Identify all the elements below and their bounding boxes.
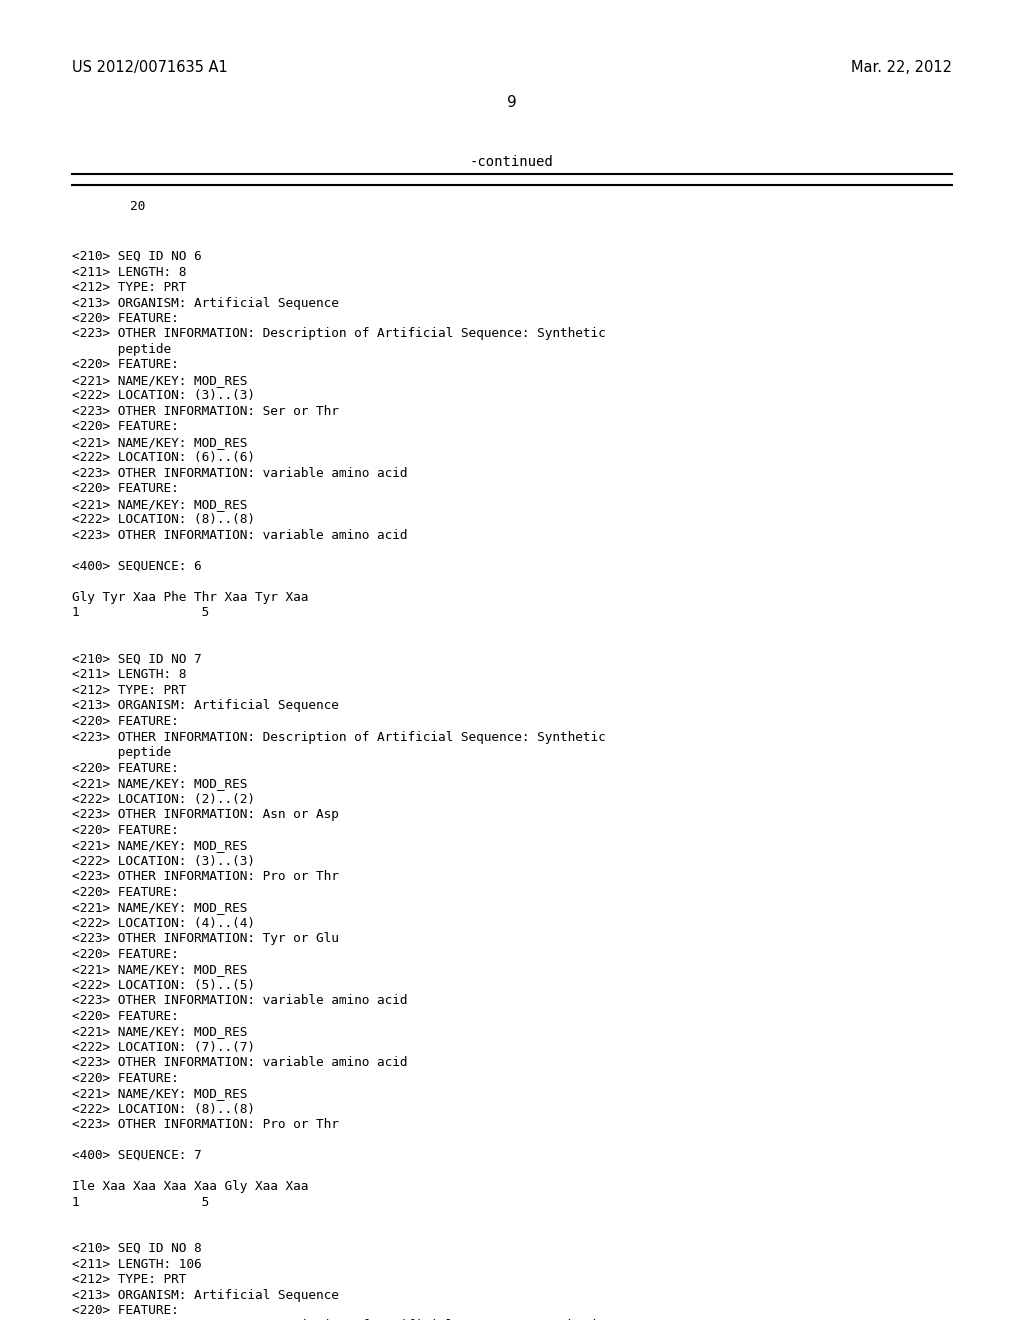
Text: <213> ORGANISM: Artificial Sequence: <213> ORGANISM: Artificial Sequence bbox=[72, 297, 339, 309]
Text: <223> OTHER INFORMATION: Tyr or Glu: <223> OTHER INFORMATION: Tyr or Glu bbox=[72, 932, 339, 945]
Text: <222> LOCATION: (3)..(3): <222> LOCATION: (3)..(3) bbox=[72, 389, 255, 403]
Text: <220> FEATURE:: <220> FEATURE: bbox=[72, 715, 179, 729]
Text: <220> FEATURE:: <220> FEATURE: bbox=[72, 1072, 179, 1085]
Text: 9: 9 bbox=[507, 95, 517, 110]
Text: <211> LENGTH: 106: <211> LENGTH: 106 bbox=[72, 1258, 202, 1270]
Text: peptide: peptide bbox=[72, 343, 171, 356]
Text: <220> FEATURE:: <220> FEATURE: bbox=[72, 312, 179, 325]
Text: <220> FEATURE:: <220> FEATURE: bbox=[72, 483, 179, 495]
Text: <220> FEATURE:: <220> FEATURE: bbox=[72, 1010, 179, 1023]
Text: <221> NAME/KEY: MOD_RES: <221> NAME/KEY: MOD_RES bbox=[72, 498, 248, 511]
Text: <223> OTHER INFORMATION: Description of Artificial Sequence: Synthetic: <223> OTHER INFORMATION: Description of … bbox=[72, 730, 606, 743]
Text: <223> OTHER INFORMATION: Pro or Thr: <223> OTHER INFORMATION: Pro or Thr bbox=[72, 870, 339, 883]
Text: <221> NAME/KEY: MOD_RES: <221> NAME/KEY: MOD_RES bbox=[72, 777, 248, 789]
Text: <222> LOCATION: (6)..(6): <222> LOCATION: (6)..(6) bbox=[72, 451, 255, 465]
Text: <222> LOCATION: (8)..(8): <222> LOCATION: (8)..(8) bbox=[72, 1102, 255, 1115]
Text: Gly Tyr Xaa Phe Thr Xaa Tyr Xaa: Gly Tyr Xaa Phe Thr Xaa Tyr Xaa bbox=[72, 591, 308, 605]
Text: <223> OTHER INFORMATION: Ser or Thr: <223> OTHER INFORMATION: Ser or Thr bbox=[72, 405, 339, 418]
Text: <222> LOCATION: (3)..(3): <222> LOCATION: (3)..(3) bbox=[72, 854, 255, 867]
Text: <222> LOCATION: (4)..(4): <222> LOCATION: (4)..(4) bbox=[72, 916, 255, 929]
Text: <220> FEATURE:: <220> FEATURE: bbox=[72, 1304, 179, 1317]
Text: <223> OTHER INFORMATION: variable amino acid: <223> OTHER INFORMATION: variable amino … bbox=[72, 467, 408, 480]
Text: <221> NAME/KEY: MOD_RES: <221> NAME/KEY: MOD_RES bbox=[72, 436, 248, 449]
Text: <210> SEQ ID NO 7: <210> SEQ ID NO 7 bbox=[72, 653, 202, 667]
Text: <223> OTHER INFORMATION: Pro or Thr: <223> OTHER INFORMATION: Pro or Thr bbox=[72, 1118, 339, 1131]
Text: Ile Xaa Xaa Xaa Xaa Gly Xaa Xaa: Ile Xaa Xaa Xaa Xaa Gly Xaa Xaa bbox=[72, 1180, 308, 1193]
Text: peptide: peptide bbox=[72, 746, 171, 759]
Text: <213> ORGANISM: Artificial Sequence: <213> ORGANISM: Artificial Sequence bbox=[72, 700, 339, 713]
Text: <221> NAME/KEY: MOD_RES: <221> NAME/KEY: MOD_RES bbox=[72, 1026, 248, 1038]
Text: <211> LENGTH: 8: <211> LENGTH: 8 bbox=[72, 668, 186, 681]
Text: <400> SEQUENCE: 6: <400> SEQUENCE: 6 bbox=[72, 560, 202, 573]
Text: <211> LENGTH: 8: <211> LENGTH: 8 bbox=[72, 265, 186, 279]
Text: <223> OTHER INFORMATION: variable amino acid: <223> OTHER INFORMATION: variable amino … bbox=[72, 529, 408, 543]
Text: <223> OTHER INFORMATION: variable amino acid: <223> OTHER INFORMATION: variable amino … bbox=[72, 994, 408, 1007]
Text: <213> ORGANISM: Artificial Sequence: <213> ORGANISM: Artificial Sequence bbox=[72, 1288, 339, 1302]
Text: <221> NAME/KEY: MOD_RES: <221> NAME/KEY: MOD_RES bbox=[72, 902, 248, 913]
Text: <222> LOCATION: (5)..(5): <222> LOCATION: (5)..(5) bbox=[72, 978, 255, 991]
Text: <222> LOCATION: (2)..(2): <222> LOCATION: (2)..(2) bbox=[72, 792, 255, 805]
Text: <221> NAME/KEY: MOD_RES: <221> NAME/KEY: MOD_RES bbox=[72, 964, 248, 975]
Text: <400> SEQUENCE: 7: <400> SEQUENCE: 7 bbox=[72, 1148, 202, 1162]
Text: <212> TYPE: PRT: <212> TYPE: PRT bbox=[72, 1272, 186, 1286]
Text: <220> FEATURE:: <220> FEATURE: bbox=[72, 359, 179, 371]
Text: <220> FEATURE:: <220> FEATURE: bbox=[72, 948, 179, 961]
Text: <222> LOCATION: (8)..(8): <222> LOCATION: (8)..(8) bbox=[72, 513, 255, 527]
Text: 1                5: 1 5 bbox=[72, 1196, 209, 1209]
Text: <223> OTHER INFORMATION: Asn or Asp: <223> OTHER INFORMATION: Asn or Asp bbox=[72, 808, 339, 821]
Text: <221> NAME/KEY: MOD_RES: <221> NAME/KEY: MOD_RES bbox=[72, 1086, 248, 1100]
Text: <212> TYPE: PRT: <212> TYPE: PRT bbox=[72, 684, 186, 697]
Text: Mar. 22, 2012: Mar. 22, 2012 bbox=[851, 59, 952, 75]
Text: 1                5: 1 5 bbox=[72, 606, 209, 619]
Text: <223> OTHER INFORMATION: Description of Artificial Sequence: Synthetic: <223> OTHER INFORMATION: Description of … bbox=[72, 327, 606, 341]
Text: -continued: -continued bbox=[470, 154, 554, 169]
Text: <220> FEATURE:: <220> FEATURE: bbox=[72, 762, 179, 775]
Text: <220> FEATURE:: <220> FEATURE: bbox=[72, 421, 179, 433]
Text: <221> NAME/KEY: MOD_RES: <221> NAME/KEY: MOD_RES bbox=[72, 840, 248, 851]
Text: <212> TYPE: PRT: <212> TYPE: PRT bbox=[72, 281, 186, 294]
Text: <220> FEATURE:: <220> FEATURE: bbox=[72, 886, 179, 899]
Text: <220> FEATURE:: <220> FEATURE: bbox=[72, 824, 179, 837]
Text: <210> SEQ ID NO 6: <210> SEQ ID NO 6 bbox=[72, 249, 202, 263]
Text: 20: 20 bbox=[130, 201, 145, 213]
Text: <210> SEQ ID NO 8: <210> SEQ ID NO 8 bbox=[72, 1242, 202, 1255]
Text: <221> NAME/KEY: MOD_RES: <221> NAME/KEY: MOD_RES bbox=[72, 374, 248, 387]
Text: <223> OTHER INFORMATION: variable amino acid: <223> OTHER INFORMATION: variable amino … bbox=[72, 1056, 408, 1069]
Text: US 2012/0071635 A1: US 2012/0071635 A1 bbox=[72, 59, 227, 75]
Text: <222> LOCATION: (7)..(7): <222> LOCATION: (7)..(7) bbox=[72, 1040, 255, 1053]
